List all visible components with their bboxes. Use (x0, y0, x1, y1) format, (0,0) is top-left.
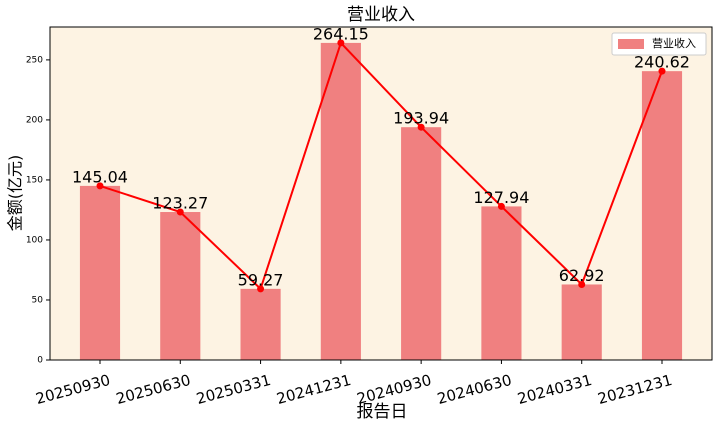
x-tick-label: 20250331 (194, 371, 272, 408)
legend: 营业收入 (611, 32, 707, 56)
value-label: 127.94 (473, 188, 529, 207)
point (176, 208, 184, 216)
bar (240, 288, 281, 360)
point (337, 39, 345, 47)
bar (641, 71, 683, 360)
point (578, 280, 586, 288)
y-tick-label: 0 (37, 356, 43, 366)
value-label: 59.27 (238, 270, 284, 289)
legend-swatch (618, 39, 644, 49)
x-axis-label: 报告日 (357, 402, 408, 422)
bar (79, 185, 121, 360)
bar (320, 42, 361, 360)
value-label: 123.27 (152, 194, 208, 213)
value-label: 240.62 (634, 53, 690, 72)
y-tick-label: 200 (26, 115, 43, 125)
x-tick-label: 20240630 (435, 371, 513, 408)
value-label: 264.15 (313, 24, 369, 43)
x-tick-label: 20231231 (596, 371, 674, 408)
x-tick-label: 20250630 (114, 371, 192, 408)
point (96, 182, 104, 190)
bar (561, 284, 602, 360)
y-tick-label: 100 (26, 235, 43, 245)
x-tick-label: 20240331 (515, 371, 593, 408)
legend-box (611, 32, 707, 56)
x-tick-label: 20241231 (275, 371, 353, 408)
value-label: 193.94 (393, 109, 449, 128)
value-label: 145.04 (72, 167, 128, 186)
chart-title: 营业收入 (347, 5, 415, 25)
point (417, 123, 425, 131)
y-tick-label: 250 (26, 55, 43, 65)
y-tick-label: 50 (32, 295, 44, 305)
legend-label: 营业收入 (652, 36, 696, 50)
point (257, 285, 265, 293)
line (99, 41, 663, 291)
plot-area (50, 27, 712, 360)
y-tick-label: 150 (26, 175, 43, 185)
point (658, 67, 666, 75)
y-axis-label: 金额(亿元) (6, 155, 25, 232)
bar (401, 127, 442, 360)
plot-frame (49, 26, 713, 361)
x-tick-label: 20250930 (34, 371, 112, 408)
point (497, 202, 505, 210)
value-label: 62.92 (559, 266, 605, 285)
bar (481, 206, 522, 360)
bar (160, 212, 201, 360)
